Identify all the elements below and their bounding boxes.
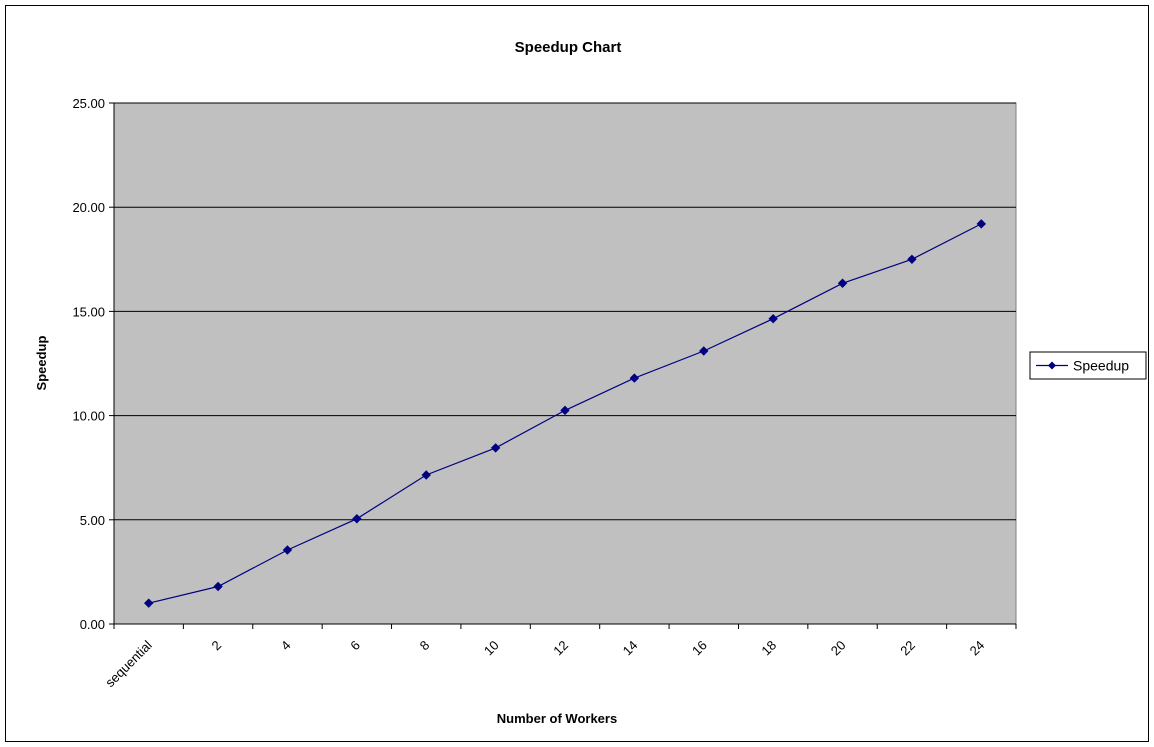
- data-point: [837, 278, 848, 288]
- data-point: [143, 598, 154, 608]
- x-tick-label: 14: [620, 638, 641, 659]
- legend-label: Speedup: [1073, 358, 1129, 374]
- x-tick-label: 20: [828, 638, 849, 659]
- x-tick-label: 12: [550, 638, 571, 659]
- y-tick-label: 15.00: [72, 304, 105, 319]
- x-tick-label: 8: [417, 638, 433, 654]
- legend-marker-swatch: [1048, 361, 1056, 370]
- x-axis-title: Number of Workers: [497, 711, 617, 726]
- x-tick-label: 24: [967, 638, 988, 659]
- data-point: [213, 581, 223, 592]
- y-axis-title: Speedup: [34, 335, 49, 390]
- data-point: [352, 514, 362, 524]
- y-tick-label: 5.00: [80, 513, 105, 528]
- data-point: [699, 346, 709, 356]
- data-point: [421, 470, 431, 480]
- x-tick-label: sequential: [102, 637, 155, 690]
- x-tick-label: 10: [481, 638, 502, 659]
- x-tick-label: 2: [208, 638, 224, 654]
- plot-area: [113, 102, 1017, 625]
- data-point: [629, 373, 640, 383]
- legend: Speedup: [1029, 351, 1147, 380]
- data-point: [490, 443, 501, 453]
- y-tick-label: 25.00: [72, 96, 105, 111]
- y-tick-label: 0.00: [80, 617, 105, 632]
- x-tick-label: 22: [897, 638, 918, 659]
- y-tick-label: 10.00: [72, 409, 105, 424]
- data-point: [907, 254, 917, 265]
- x-tick-label: 16: [689, 638, 710, 659]
- data-point: [560, 405, 570, 416]
- x-tick-label: 18: [758, 638, 779, 659]
- data-point: [976, 219, 987, 229]
- x-tick-label: 6: [347, 638, 363, 654]
- y-tick-label: 20.00: [72, 200, 105, 215]
- x-tick-label: 4: [278, 638, 294, 654]
- chart-title: Speedup Chart: [515, 39, 622, 56]
- data-point: [282, 545, 293, 555]
- data-point: [768, 313, 778, 324]
